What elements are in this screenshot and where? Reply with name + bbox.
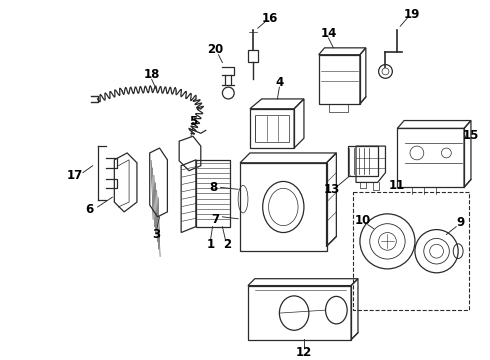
Bar (255, 114, 289, 142)
Text: 19: 19 (404, 8, 420, 21)
Text: 13: 13 (323, 183, 340, 196)
Bar (348, 146, 378, 176)
Text: 7: 7 (212, 213, 220, 226)
Text: 9: 9 (456, 216, 464, 229)
Text: 1: 1 (207, 238, 215, 251)
Bar (248, 285, 351, 339)
Text: 8: 8 (209, 181, 218, 194)
Text: 5: 5 (189, 115, 197, 128)
Text: 6: 6 (86, 203, 94, 216)
Text: 12: 12 (296, 346, 312, 359)
Text: 10: 10 (355, 214, 371, 227)
Text: 3: 3 (152, 228, 161, 241)
Text: 4: 4 (275, 76, 284, 89)
Text: 14: 14 (320, 27, 337, 40)
Bar (250, 109, 294, 148)
Text: 16: 16 (261, 12, 278, 25)
Bar (248, 50, 258, 62)
Text: 11: 11 (389, 179, 405, 192)
Bar (240, 163, 326, 251)
Text: 15: 15 (463, 129, 479, 142)
Bar (353, 192, 469, 310)
Text: 20: 20 (207, 43, 223, 56)
Text: 2: 2 (223, 238, 231, 251)
Bar (397, 129, 464, 187)
Bar (318, 55, 360, 104)
Text: 18: 18 (144, 68, 160, 81)
Text: 17: 17 (67, 169, 83, 182)
